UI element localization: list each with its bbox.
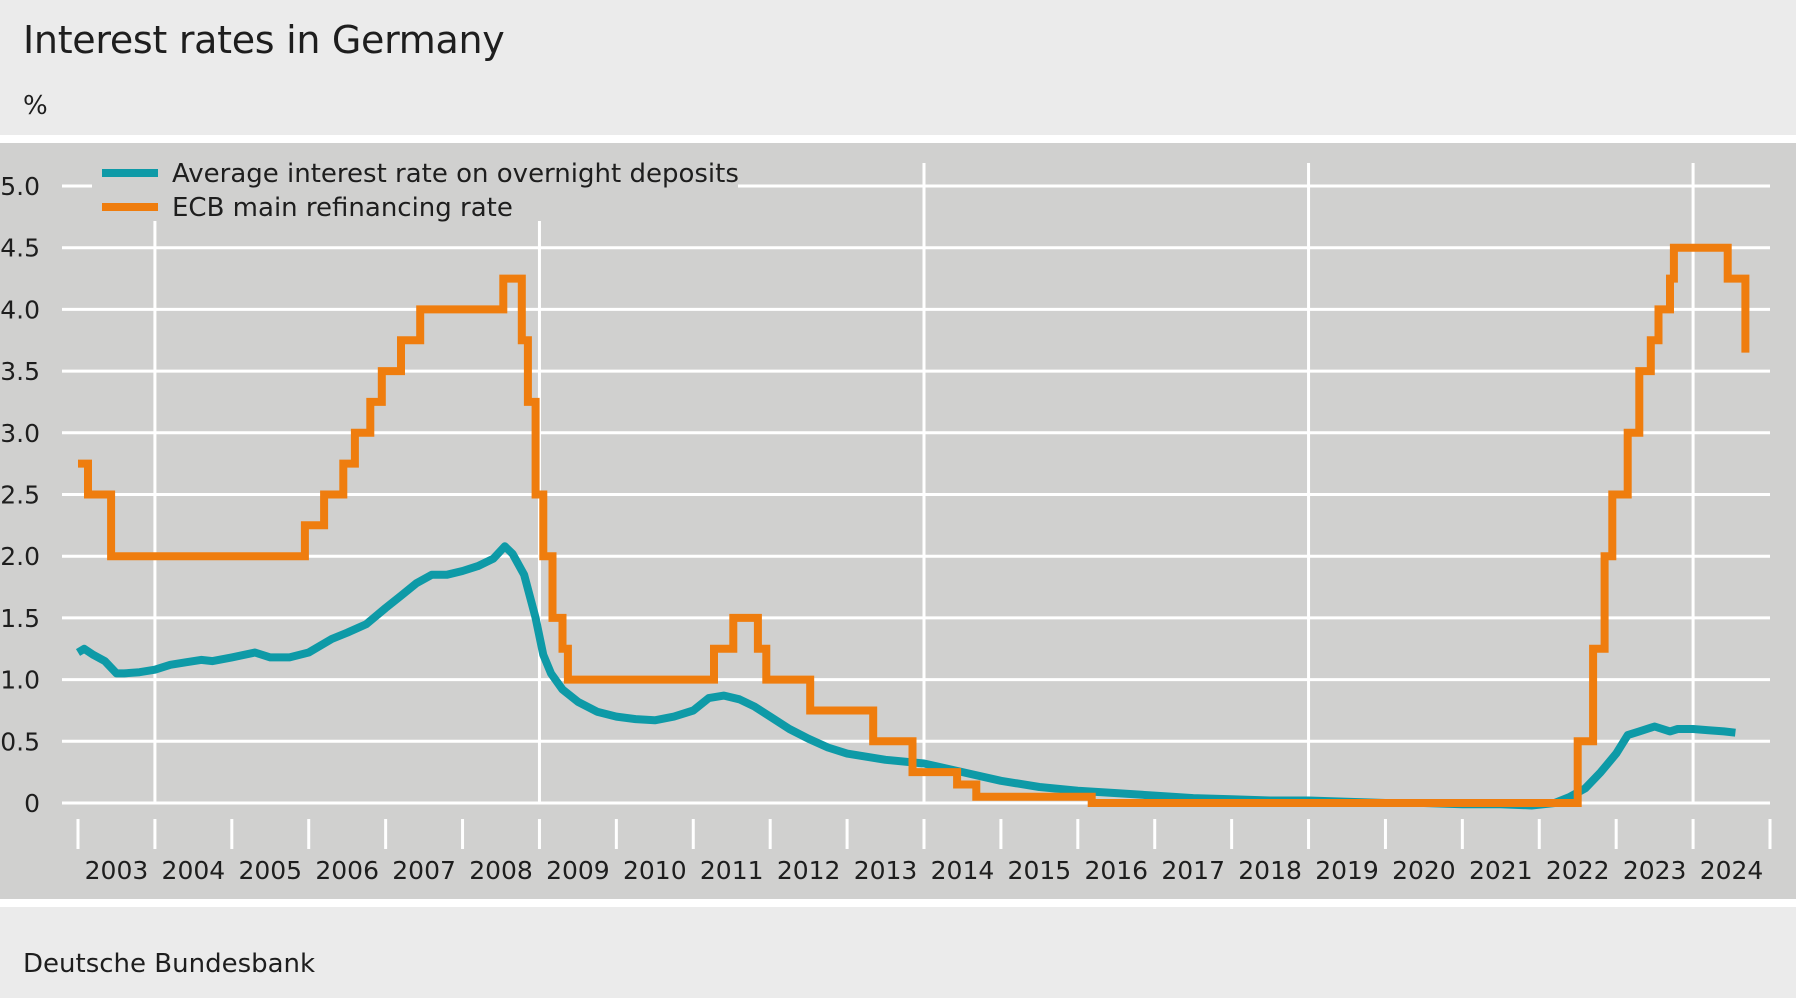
y-tick-label: 1.5	[0, 604, 40, 633]
y-tick-label: 0	[24, 789, 40, 818]
x-tick-label: 2006	[315, 856, 379, 885]
x-tick-label: 2019	[1315, 856, 1379, 885]
x-tick-label: 2017	[1161, 856, 1225, 885]
y-tick-label: 3.5	[0, 357, 40, 386]
legend-background	[92, 143, 738, 221]
y-tick-label: 0.5	[0, 727, 40, 756]
y-tick-label: 1.0	[0, 666, 40, 695]
chart-title: Interest rates in Germany	[23, 18, 505, 62]
x-tick-label: 2011	[700, 856, 764, 885]
x-tick-label: 2016	[1084, 856, 1148, 885]
x-tick-label: 2012	[777, 856, 841, 885]
ecb-rate-series-line	[78, 243, 1750, 807]
top-divider	[0, 135, 1796, 143]
x-tick-label: 2014	[931, 856, 995, 885]
x-tick-label: 2013	[854, 856, 918, 885]
x-tick-label: 2009	[546, 856, 610, 885]
y-tick-label: 4.0	[0, 295, 40, 324]
x-tick-label: 2024	[1700, 856, 1764, 885]
y-tick-label: 2.0	[0, 542, 40, 571]
x-tick-label: 2010	[623, 856, 687, 885]
x-tick-label: 2020	[1392, 856, 1456, 885]
x-tick-label: 2021	[1469, 856, 1533, 885]
x-tick-label: 2005	[238, 856, 302, 885]
legend-label: ECB main refinancing rate	[172, 193, 513, 223]
bottom-divider	[0, 899, 1796, 907]
y-axis-unit-label: %	[23, 91, 48, 121]
y-tick-label: 4.5	[0, 234, 40, 263]
x-tick-label: 2008	[469, 856, 533, 885]
x-tick-label: 2022	[1546, 856, 1610, 885]
x-tick-label: 2018	[1238, 856, 1302, 885]
source-label: Deutsche Bundesbank	[23, 949, 316, 979]
x-tick-label: 2004	[162, 856, 226, 885]
x-tick-label: 2023	[1623, 856, 1687, 885]
plot-panel: 0 0.5 1.0 1.5 2.0 2.5 3.0 3.5 4.0 4.5 5.0 2003 2004 2…	[0, 143, 1796, 899]
legend-label: Average interest rate on overnight depos…	[172, 159, 739, 189]
y-tick-label: 3.0	[0, 419, 40, 448]
x-tick-label: 2007	[392, 856, 456, 885]
x-tick-label: 2003	[85, 856, 149, 885]
x-tick-label: 2015	[1008, 856, 1072, 885]
interest-rates-chart: 0 0.5 1.0 1.5 2.0 2.5 3.0 3.5 4.0 4.5 5.0 2003 2004 2…	[0, 143, 1772, 885]
overnight-deposits-series-line	[75, 542, 1736, 810]
y-tick-label: 5.0	[0, 172, 40, 201]
y-tick-label: 2.5	[0, 481, 40, 510]
